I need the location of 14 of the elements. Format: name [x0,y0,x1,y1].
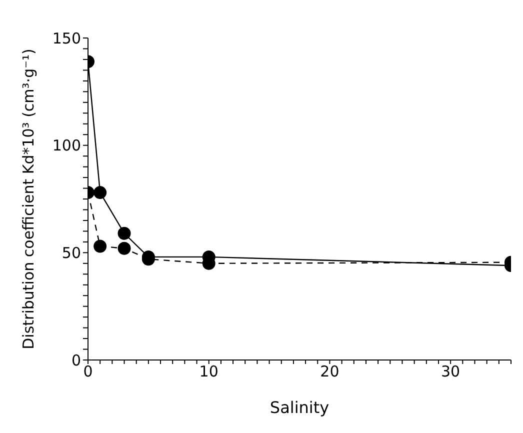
x-tick-label: 0 [83,362,93,381]
x-axis-title: Salinity [270,398,330,417]
point [118,226,131,240]
y-tick-label: 0 [71,351,81,370]
y-axis-title: Distribution coefficient Kd*10³ (cm³·g⁻¹) [19,48,38,350]
point [118,242,131,255]
y-tick-label: 100 [52,136,81,155]
point [94,240,107,253]
point [94,186,107,200]
y-tick-label: 150 [52,29,81,48]
y-tick-label: 50 [62,244,81,262]
x-tick-label: 20 [320,362,340,381]
x-tick-label: 10 [199,362,218,381]
x-tick-label: 30 [441,362,460,381]
